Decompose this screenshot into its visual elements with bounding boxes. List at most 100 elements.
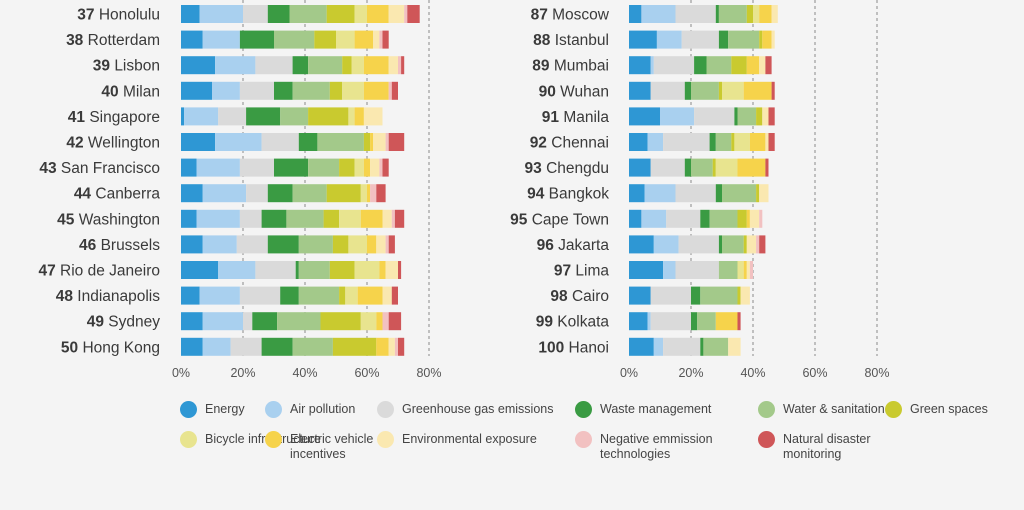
bar-segment <box>629 286 651 305</box>
bar-segment <box>737 261 744 279</box>
legend-item: Energy <box>180 401 245 418</box>
bar-segment <box>388 337 395 356</box>
bar-segment <box>629 184 645 203</box>
bar-segment <box>370 158 380 177</box>
bar-segment <box>629 30 657 49</box>
bar-segment <box>360 184 367 203</box>
legend-label: Energy <box>205 402 245 416</box>
bar-segment <box>691 286 701 305</box>
bar-segment <box>765 133 769 151</box>
bar-segment <box>759 5 772 23</box>
bar-segment <box>202 30 240 49</box>
category-label: 98 Cairo <box>550 288 609 305</box>
legend-label: Green spaces <box>910 402 988 416</box>
bar-segment <box>391 286 398 305</box>
bar-segment <box>295 261 299 279</box>
legend-label: Electric vehicle incentives <box>290 432 374 461</box>
legend-label: Negative emmission technologies <box>600 432 713 461</box>
bar-segment <box>354 5 367 23</box>
bar-segment <box>181 209 197 228</box>
bar-segment <box>398 337 405 356</box>
bar-segment <box>675 5 716 23</box>
bar-segment <box>255 261 296 279</box>
tick-label: 60% <box>354 366 379 380</box>
tick-label: 0% <box>172 366 190 380</box>
bar-segment <box>629 107 660 126</box>
bar-segment <box>376 235 386 254</box>
bar-segment <box>675 184 716 203</box>
bar-segment <box>376 312 383 331</box>
bar-segment <box>239 158 274 177</box>
bar-segment <box>298 235 333 254</box>
legend-swatch <box>377 401 394 418</box>
bar-segment <box>354 107 364 126</box>
bar-segment <box>308 56 343 75</box>
category-label: 99 Kolkata <box>536 314 610 331</box>
bar-segment <box>218 261 256 279</box>
legend-swatch <box>758 401 775 418</box>
bar-segment <box>373 30 380 49</box>
bar-segment <box>647 312 651 331</box>
bar-segment <box>650 158 685 177</box>
bar-segment <box>694 107 735 126</box>
legend-label: Environmental exposure <box>402 432 537 446</box>
tick-label: 80% <box>416 366 441 380</box>
category-label: 43 San Francisco <box>39 160 160 177</box>
bar-segment <box>660 107 695 126</box>
bar-segment <box>199 5 243 23</box>
bar-segment <box>181 158 197 177</box>
bar-segment <box>753 5 760 23</box>
bar-segment <box>759 235 766 254</box>
legend-label: Greenhouse gas emissions <box>402 402 554 416</box>
bar-segment <box>678 235 719 254</box>
bar-segment <box>644 184 676 203</box>
category-label: 88 Istanbul <box>533 32 609 49</box>
bar-segment <box>728 30 760 49</box>
bar-segment <box>379 261 386 279</box>
bar-segment <box>376 184 386 203</box>
bar-segment <box>382 312 389 331</box>
bar-segment <box>388 133 405 151</box>
bar-segment <box>722 235 744 254</box>
bar-segment <box>731 56 747 75</box>
bar-segment <box>737 209 747 228</box>
bar-segment <box>388 5 405 23</box>
bar-segment <box>326 5 355 23</box>
bar-segment <box>363 133 371 151</box>
tick-label: 20% <box>678 366 703 380</box>
legend-item: Green spaces <box>885 401 988 418</box>
bar-segment <box>765 56 772 75</box>
bar-segment <box>629 312 648 331</box>
bar-segment <box>363 56 389 75</box>
category-label: 39 Lisbon <box>93 58 160 75</box>
bar-segment <box>712 158 716 177</box>
bar-segment <box>202 184 247 203</box>
bar-segment <box>385 261 398 279</box>
category-label: 45 Washington <box>57 211 160 228</box>
legend-label: Natural disaster monitoring <box>783 432 871 461</box>
bar-segment <box>388 312 402 331</box>
bar-segment <box>684 158 691 177</box>
bar-segment <box>218 107 247 126</box>
bar-segment <box>267 235 299 254</box>
bar-segment <box>202 235 237 254</box>
bar-segment <box>370 184 377 203</box>
bar-segment <box>681 30 719 49</box>
bar-segment <box>650 81 685 100</box>
legend-item: Waste management <box>575 401 711 418</box>
bar-segment <box>756 184 760 203</box>
bar-segment <box>746 261 750 279</box>
bar-segment <box>653 337 664 356</box>
bar-segment <box>292 184 327 203</box>
bar-segment <box>388 56 398 75</box>
bar-segment <box>653 235 679 254</box>
legend-label: Water & sanitation <box>783 402 885 416</box>
legend-swatch <box>180 401 197 418</box>
bar-segment <box>641 5 676 23</box>
bar-segment <box>691 81 719 100</box>
bar-segment <box>239 286 281 305</box>
legend-swatch <box>377 431 394 448</box>
bar-segment <box>629 261 664 279</box>
bar-segment <box>196 209 240 228</box>
bar-segment <box>345 286 358 305</box>
